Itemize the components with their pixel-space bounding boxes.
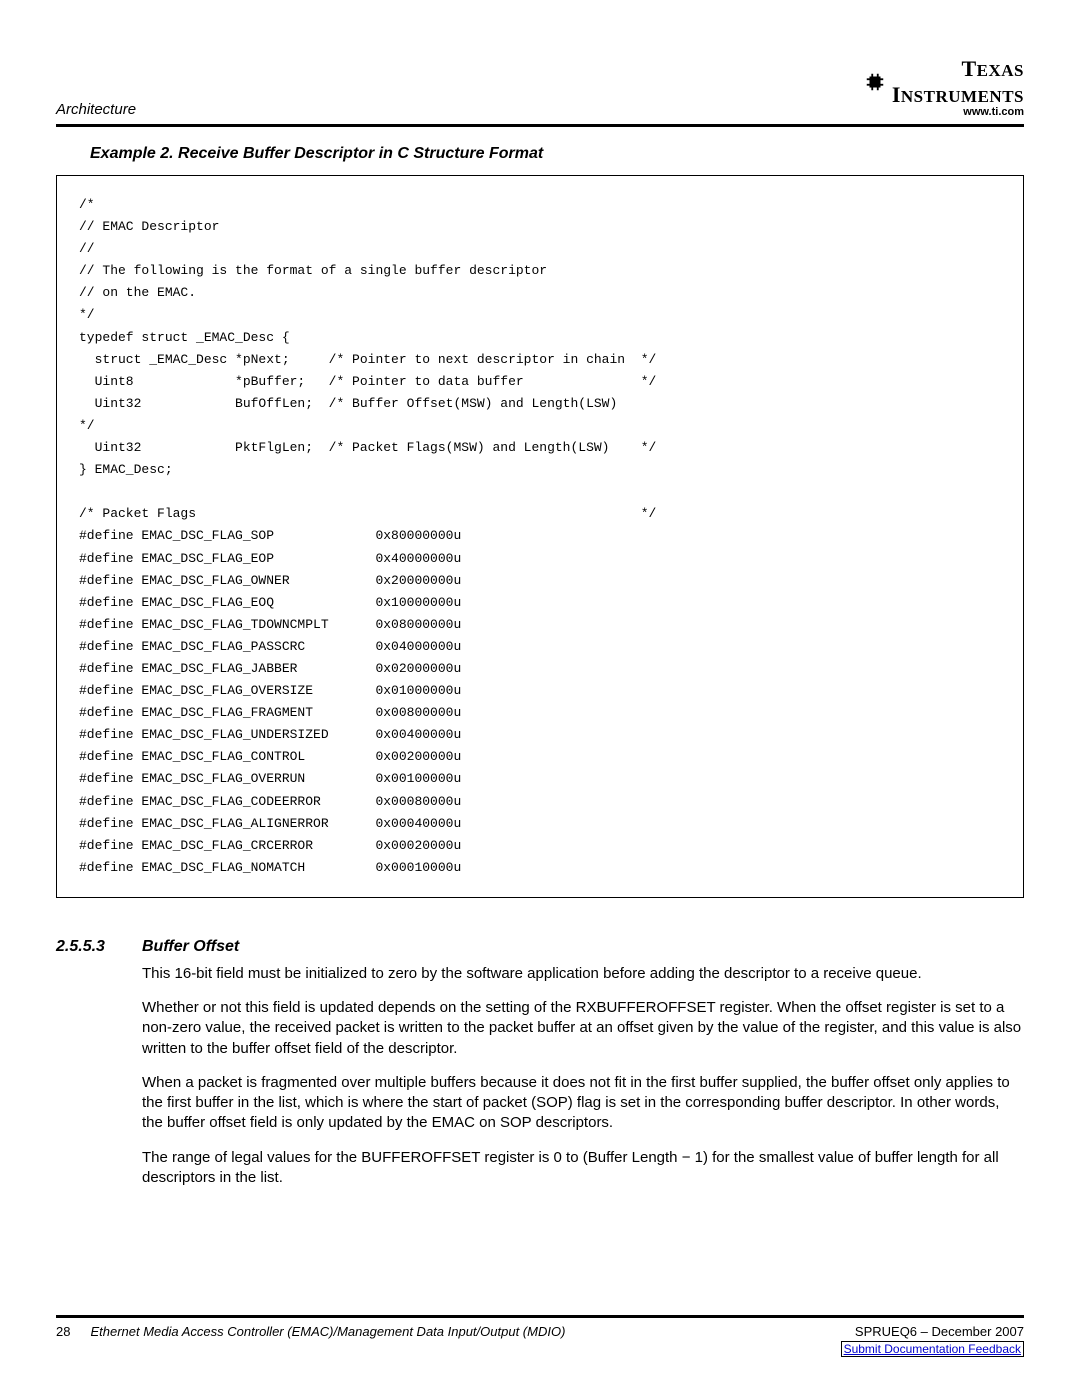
subsection-heading: 2.5.5.3Buffer Offset xyxy=(56,938,1024,956)
brand-logo: TEXASINSTRUMENTS www.ti.com xyxy=(864,56,1024,118)
paragraph: The range of legal values for the BUFFER… xyxy=(142,1148,1024,1189)
paragraph: This 16-bit field must be initialized to… xyxy=(142,964,1024,984)
divider xyxy=(56,1315,1024,1318)
section-header: Architecture xyxy=(56,101,136,118)
subsection-number: 2.5.5.3 xyxy=(56,938,142,956)
feedback-link[interactable]: Submit Documentation Feedback xyxy=(841,1341,1024,1357)
doc-id: SPRUEQ6 – December 2007 xyxy=(841,1324,1024,1339)
subsection-title: Buffer Offset xyxy=(142,938,239,955)
chip-icon xyxy=(864,71,886,93)
divider xyxy=(56,124,1024,127)
paragraph: Whether or not this field is updated dep… xyxy=(142,998,1024,1059)
page-footer: 28 Ethernet Media Access Controller (EMA… xyxy=(56,1315,1024,1357)
code-listing: /* // EMAC Descriptor // // The followin… xyxy=(56,175,1024,898)
code-content: /* // EMAC Descriptor // // The followin… xyxy=(79,194,1001,879)
example-title: Example 2. Receive Buffer Descriptor in … xyxy=(90,145,1024,163)
brand-name: TEXASINSTRUMENTS xyxy=(892,56,1024,108)
page-number: 28 xyxy=(56,1324,70,1357)
paragraph: When a packet is fragmented over multipl… xyxy=(142,1073,1024,1134)
doc-title: Ethernet Media Access Controller (EMAC)/… xyxy=(90,1324,565,1357)
